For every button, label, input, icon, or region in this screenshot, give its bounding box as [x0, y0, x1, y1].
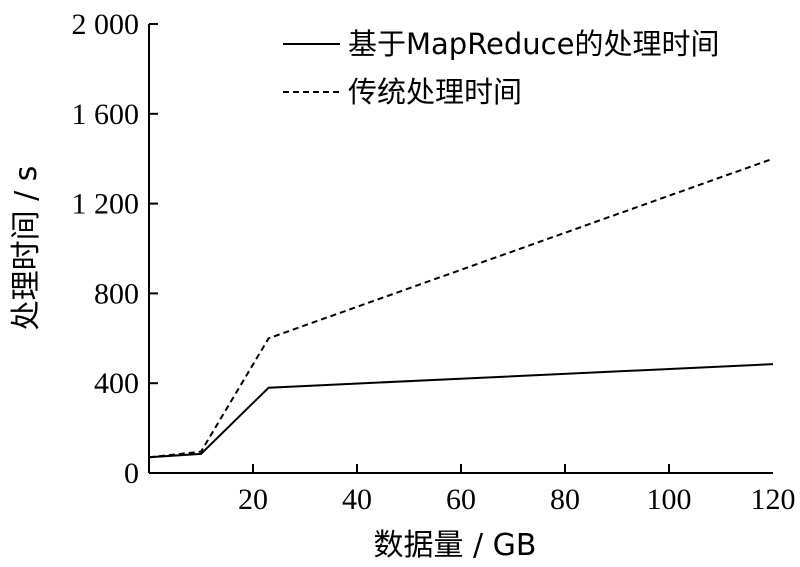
y-tick-label: 800 [94, 277, 139, 310]
series-line-traditional [148, 157, 774, 459]
x-tick-label: 40 [342, 483, 372, 516]
legend-label: 传统处理时间 [348, 75, 522, 109]
x-tick-label: 120 [751, 483, 796, 516]
series-layer [148, 157, 774, 459]
x-axis-ticks: 20 40 60 80 100 120 [238, 464, 796, 516]
x-tick-label: 20 [238, 483, 268, 516]
y-axis-ticks: 0 400 800 1 200 1 600 2 000 [72, 8, 158, 490]
legend-label: 基于MapReduce的处理时间 [348, 27, 719, 61]
y-tick-label: 0 [124, 457, 139, 490]
x-tick-label: 80 [550, 483, 580, 516]
x-axis-title: 数据量 / GB [373, 528, 536, 563]
y-axis-title: 处理时间 / s [9, 166, 44, 331]
y-tick-label: 400 [94, 367, 139, 400]
series-line-mapreduce [148, 363, 774, 459]
x-tick-label: 60 [446, 483, 476, 516]
y-tick-label: 1 600 [72, 98, 140, 131]
axes: 0 400 800 1 200 1 600 2 000 20 40 60 80 100 120 [72, 8, 796, 516]
x-tick-label: 100 [647, 483, 692, 516]
y-tick-label: 1 200 [72, 188, 140, 221]
y-tick-label: 2 000 [72, 8, 140, 41]
